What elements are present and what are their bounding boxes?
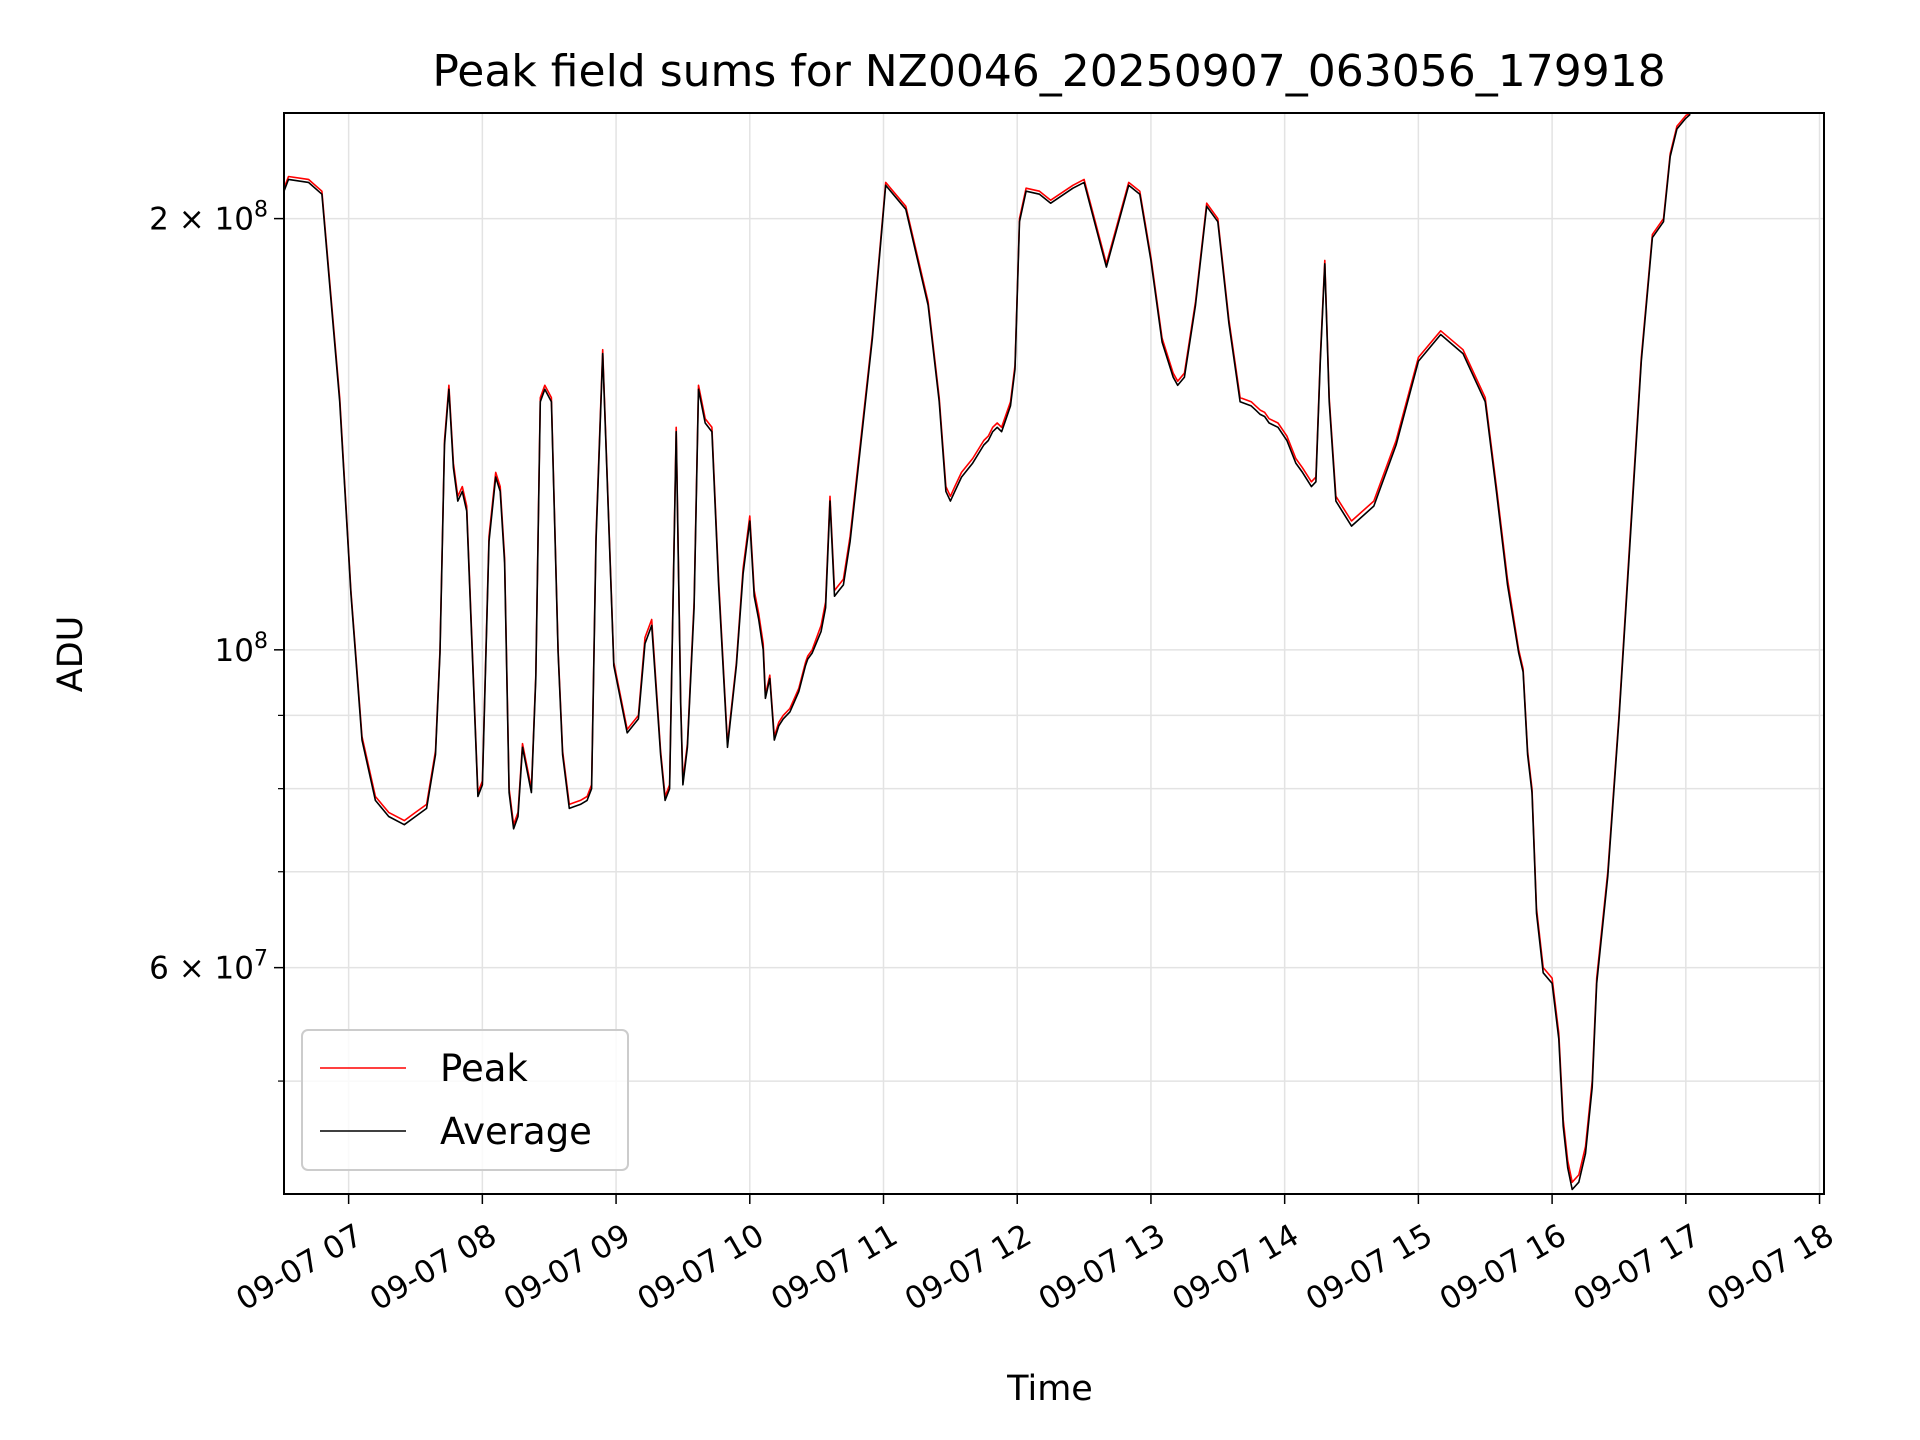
legend-peak-label: Peak xyxy=(440,1047,528,1090)
chart-title: Peak field sums for NZ0046_20250907_0630… xyxy=(432,46,1665,97)
y-tick-label: 6 × 107 xyxy=(149,947,268,987)
legend-box xyxy=(301,1029,629,1171)
x-axis-label: Time xyxy=(1006,1369,1093,1409)
series-line-average xyxy=(283,113,1691,1191)
legend: Peak Average xyxy=(301,1029,629,1171)
legend-average-label: Average xyxy=(440,1110,592,1153)
plot-frame xyxy=(283,112,1825,1195)
series-layer xyxy=(283,112,1691,1191)
y-tick-label: 108 xyxy=(215,629,268,669)
y-tick-label: 2 × 108 xyxy=(149,198,268,238)
y-axis-label: ADU xyxy=(51,616,91,693)
